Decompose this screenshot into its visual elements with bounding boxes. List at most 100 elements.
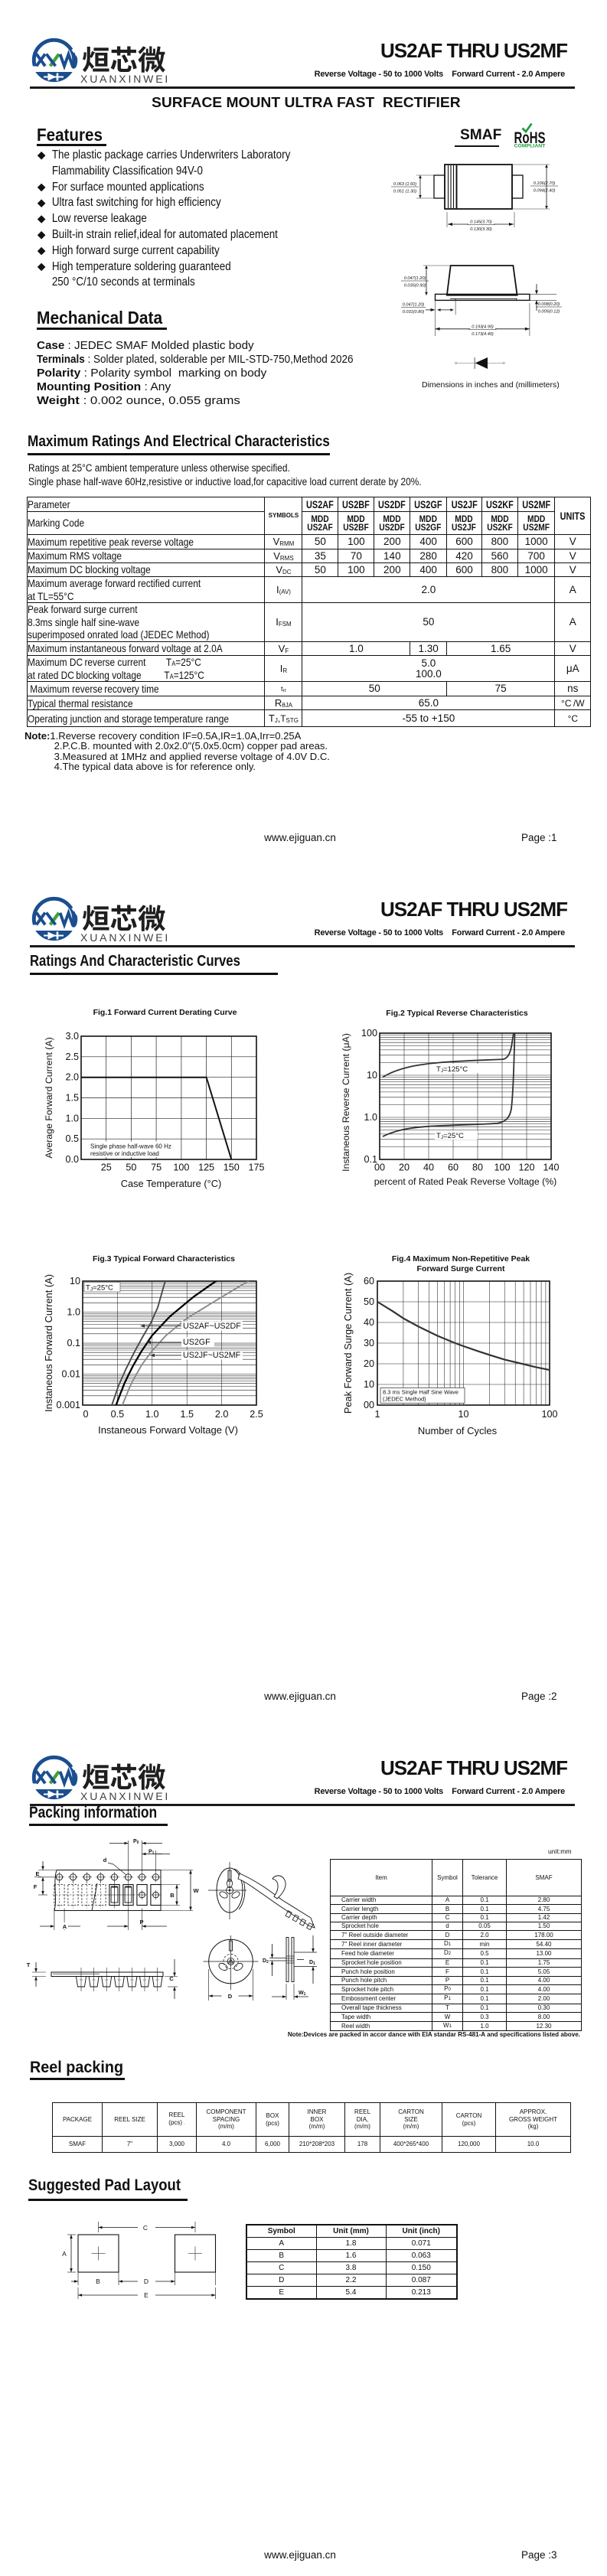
svg-text:50: 50 [126, 1162, 136, 1173]
svg-text:XUANXINWEI: XUANXINWEI [80, 1790, 170, 1802]
svg-text:60: 60 [448, 1162, 459, 1173]
svg-text:Number of Cycles: Number of Cycles [418, 1425, 498, 1436]
svg-text:P1: P1 [148, 1850, 155, 1856]
svg-text:US2AF~US2DF: US2AF~US2DF [183, 1322, 241, 1331]
svg-text:Instaneous Reverse Current (μ: Instaneous Reverse Current (μA) [341, 1033, 351, 1172]
svg-text:0.01: 0.01 [61, 1369, 80, 1380]
svg-text:1.0: 1.0 [65, 1113, 79, 1123]
svg-text:0.106(2.70): 0.106(2.70) [534, 181, 556, 186]
svg-text:0.001: 0.001 [56, 1400, 80, 1410]
svg-text:US2JF~US2MF: US2JF~US2MF [183, 1351, 241, 1360]
svg-text:0.5: 0.5 [111, 1409, 125, 1420]
svg-text:10: 10 [70, 1276, 80, 1286]
svg-text:D2: D2 [263, 1958, 269, 1965]
svg-text:10: 10 [458, 1409, 468, 1420]
svg-text:30: 30 [364, 1338, 374, 1348]
svg-text:150: 150 [224, 1162, 240, 1173]
svg-text:TJ=25°C: TJ=25°C [436, 1132, 464, 1140]
svg-text:2.5: 2.5 [65, 1052, 79, 1062]
svg-text:0.047(1.20): 0.047(1.20) [403, 303, 425, 308]
svg-text:P0: P0 [133, 1839, 139, 1845]
svg-text:0.005(0.12): 0.005(0.12) [538, 310, 560, 315]
svg-text:Instaneous Forward Voltage (V): Instaneous Forward Voltage (V) [98, 1424, 238, 1436]
svg-text:80: 80 [472, 1162, 483, 1173]
svg-text:20: 20 [399, 1162, 410, 1173]
svg-text:Peak Forward Surge Current (A): Peak Forward Surge Current (A) [342, 1273, 354, 1414]
svg-text:Fig.1 Forward Current Deratin: Fig.1 Forward Current Derating Curve [93, 1008, 237, 1017]
svg-text:8.3 ms Single Half Sine Wave: 8.3 ms Single Half Sine Wave [383, 1389, 459, 1396]
svg-text:125: 125 [198, 1162, 214, 1173]
svg-text:resistive or inductive load: resistive or inductive load [90, 1150, 159, 1157]
svg-text:TJ=125°C: TJ=125°C [436, 1065, 468, 1074]
svg-text:00: 00 [374, 1162, 385, 1173]
svg-text:120: 120 [518, 1162, 534, 1173]
svg-text:E: E [144, 2291, 148, 2299]
svg-text:F: F [34, 1883, 38, 1890]
svg-text:100: 100 [541, 1409, 557, 1420]
svg-text:0.031(0.80): 0.031(0.80) [403, 310, 425, 315]
svg-text:Case Temperature (°C): Case Temperature (°C) [121, 1178, 221, 1189]
svg-text:0.051 (1.30): 0.051 (1.30) [393, 190, 416, 194]
svg-text:0.0: 0.0 [65, 1154, 79, 1165]
svg-text:E: E [35, 1870, 39, 1877]
svg-text:T: T [27, 1961, 31, 1968]
svg-text:1.5: 1.5 [65, 1093, 79, 1104]
svg-text:C: C [143, 2224, 148, 2232]
svg-text:100: 100 [361, 1028, 377, 1039]
svg-text:25: 25 [101, 1162, 112, 1173]
svg-text:100: 100 [494, 1162, 510, 1173]
svg-text:Fig.3 Typical Forward Charact: Fig.3 Typical Forward Characteristics [93, 1254, 235, 1264]
svg-text:RoHS: RoHS [514, 129, 546, 147]
svg-text:2.0: 2.0 [65, 1072, 79, 1083]
svg-text:10: 10 [367, 1070, 377, 1081]
svg-text:D1: D1 [309, 1960, 315, 1966]
svg-text:Average Forward Current (A): Average Forward Current (A) [44, 1037, 54, 1158]
svg-text:W1: W1 [299, 1991, 306, 1997]
svg-text:A: A [63, 1923, 67, 1930]
svg-text:(JEDEC Method): (JEDEC Method) [383, 1396, 426, 1403]
svg-text:0.1: 0.1 [364, 1154, 377, 1165]
svg-text:10: 10 [364, 1379, 374, 1390]
svg-text:Single phase half-wave 60 Hz: Single phase half-wave 60 Hz [90, 1143, 171, 1150]
svg-text:A: A [62, 2250, 67, 2258]
svg-text:0.173(4.40): 0.173(4.40) [472, 332, 494, 337]
svg-text:175: 175 [248, 1162, 264, 1173]
svg-text:1.0: 1.0 [67, 1307, 80, 1318]
svg-text:d: d [103, 1857, 107, 1864]
svg-text:Instaneous Forward Current (A): Instaneous Forward Current (A) [43, 1274, 54, 1412]
svg-text:COMPLIANT: COMPLIANT [514, 144, 546, 149]
svg-text:0.035(0.90): 0.035(0.90) [404, 284, 426, 289]
svg-text:0: 0 [83, 1409, 88, 1420]
svg-text:0.063 (1.60): 0.063 (1.60) [393, 182, 416, 187]
svg-text:1.0: 1.0 [145, 1409, 159, 1420]
svg-text:0.094(2.40): 0.094(2.40) [534, 189, 556, 194]
svg-text:50: 50 [364, 1296, 374, 1307]
svg-text:TJ=25°C: TJ=25°C [86, 1284, 113, 1293]
svg-text:C: C [169, 1975, 174, 1982]
svg-text:2.0: 2.0 [215, 1409, 229, 1420]
svg-text:75: 75 [151, 1162, 162, 1173]
svg-text:XUANXINWEI: XUANXINWEI [80, 931, 170, 944]
svg-text:0.5: 0.5 [65, 1133, 79, 1144]
svg-text:0.008(0.20): 0.008(0.20) [538, 302, 560, 307]
svg-text:3.0: 3.0 [65, 1031, 79, 1042]
svg-text:00: 00 [364, 1400, 374, 1410]
svg-text:B: B [96, 2278, 100, 2285]
svg-text:B: B [170, 1892, 175, 1899]
svg-text:US2GF: US2GF [183, 1338, 210, 1347]
svg-text:Fig.4 Maximum Non-Repetitive: Fig.4 Maximum Non-Repetitive Peak [392, 1254, 530, 1264]
svg-text:Fig.2 Typical Reverse Charact: Fig.2 Typical Reverse Characteristics [386, 1009, 528, 1018]
svg-text:1: 1 [374, 1409, 380, 1420]
svg-text:20: 20 [364, 1358, 374, 1369]
svg-text:1.0: 1.0 [364, 1112, 377, 1123]
svg-text:P: P [139, 1919, 143, 1925]
svg-text:W: W [193, 1887, 199, 1894]
svg-text:1.5: 1.5 [180, 1409, 194, 1420]
svg-text:140: 140 [543, 1162, 559, 1173]
svg-text:percent of Rated Peak Reverse: percent of Rated Peak Reverse Voltage (%… [374, 1176, 557, 1187]
svg-text:2.5: 2.5 [250, 1409, 263, 1420]
svg-text:100: 100 [173, 1162, 189, 1173]
svg-text:40: 40 [423, 1162, 434, 1173]
svg-text:D: D [228, 1993, 233, 2000]
svg-text:0.1: 0.1 [67, 1338, 80, 1348]
